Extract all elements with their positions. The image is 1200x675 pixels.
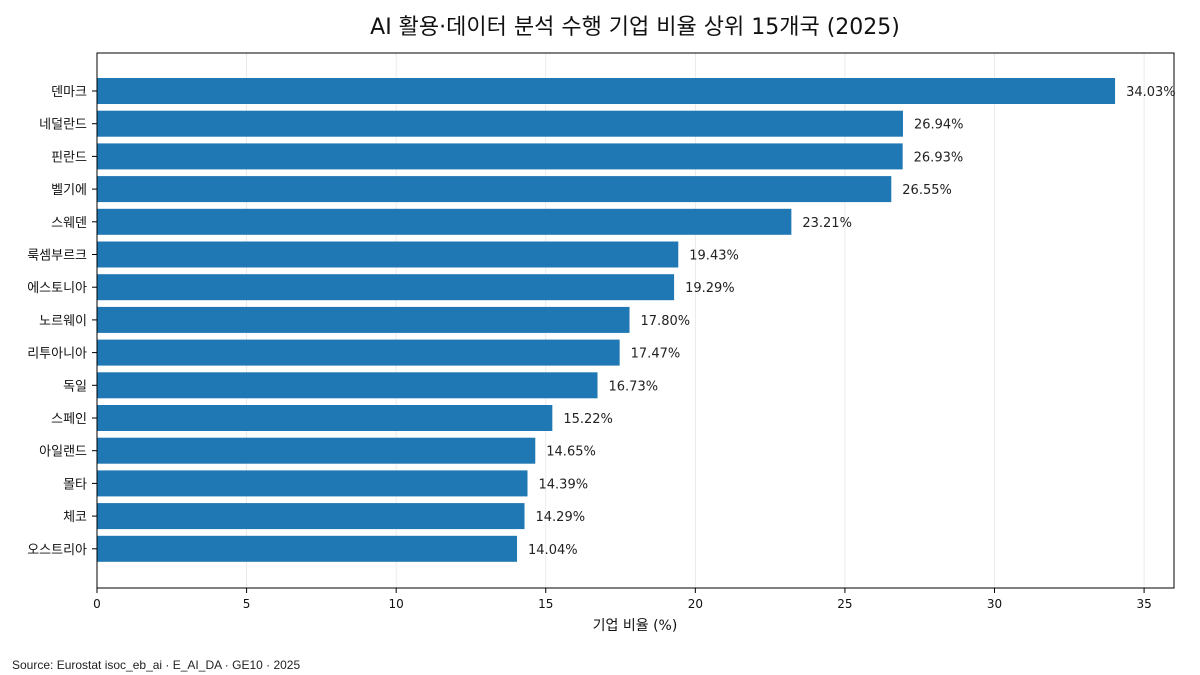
value-label: 23.21% <box>802 216 852 231</box>
bar <box>97 176 892 203</box>
value-label: 14.65% <box>546 445 596 460</box>
value-label: 14.29% <box>536 510 586 525</box>
category-label: 핀란드 <box>51 150 87 165</box>
x-tick-label: 35 <box>1136 597 1151 611</box>
x-axis-label: 기업 비율 (%) <box>593 618 678 634</box>
category-label: 에스토니아 <box>27 281 87 296</box>
category-label: 스웨덴 <box>51 216 87 231</box>
category-label: 몰타 <box>63 477 87 492</box>
bar <box>97 437 536 464</box>
value-label: 17.47% <box>631 347 681 362</box>
plot-frame <box>96 52 1175 589</box>
value-label: 16.73% <box>609 379 659 394</box>
value-label: 14.04% <box>528 543 578 558</box>
bar <box>97 372 598 399</box>
bar <box>97 306 630 333</box>
bar <box>97 208 792 235</box>
bar <box>97 339 620 366</box>
x-tick-label: 15 <box>538 597 553 611</box>
category-label: 스페인 <box>51 412 87 427</box>
category-label: 아일랜드 <box>39 445 87 460</box>
source-note: Source: Eurostat isoc_eb_ai · E_AI_DA · … <box>12 658 300 672</box>
bar <box>97 470 528 497</box>
x-tick-label: 30 <box>987 597 1002 611</box>
value-label: 17.80% <box>641 314 691 329</box>
bar <box>97 143 903 170</box>
value-label: 26.55% <box>902 183 952 198</box>
value-label: 15.22% <box>563 412 613 427</box>
category-label: 오스트리아 <box>27 543 87 558</box>
bar <box>97 110 903 137</box>
bar <box>97 535 518 562</box>
category-label: 네덜란드 <box>39 118 87 133</box>
x-tick-label: 10 <box>389 597 404 611</box>
category-label: 덴마크 <box>51 85 87 100</box>
category-label: 독일 <box>63 379 87 394</box>
bars: 덴마크 34.03% 네덜란드 26.94% 핀란드 26.93% 벨기에 26.55% 스웨덴… <box>27 78 1176 562</box>
category-label: 룩셈부르크 <box>27 249 87 264</box>
bar <box>97 274 675 301</box>
value-label: 19.29% <box>685 281 735 296</box>
value-label: 26.93% <box>914 150 964 165</box>
value-label: 34.03% <box>1126 85 1176 100</box>
bar <box>97 503 525 530</box>
value-label: 14.39% <box>539 477 589 492</box>
x-tick-label: 5 <box>243 597 251 611</box>
bar <box>97 78 1116 104</box>
category-label: 벨기에 <box>51 183 87 198</box>
value-label: 19.43% <box>689 249 739 264</box>
category-label: 리투아니아 <box>27 347 87 362</box>
value-label: 26.94% <box>914 118 964 133</box>
x-axis-ticks: 0 5 10 15 20 25 30 35 <box>93 588 1152 611</box>
x-tick-label: 20 <box>688 597 703 611</box>
x-tick-label: 25 <box>837 597 852 611</box>
bar <box>97 241 679 268</box>
x-tick-label: 0 <box>93 597 101 611</box>
chart-title: AI 활용·데이터 분석 수행 기업 비율 상위 15개국 (2025) <box>370 15 900 40</box>
category-label: 체코 <box>63 510 87 525</box>
category-label: 노르웨이 <box>39 314 87 329</box>
bar <box>97 405 553 431</box>
